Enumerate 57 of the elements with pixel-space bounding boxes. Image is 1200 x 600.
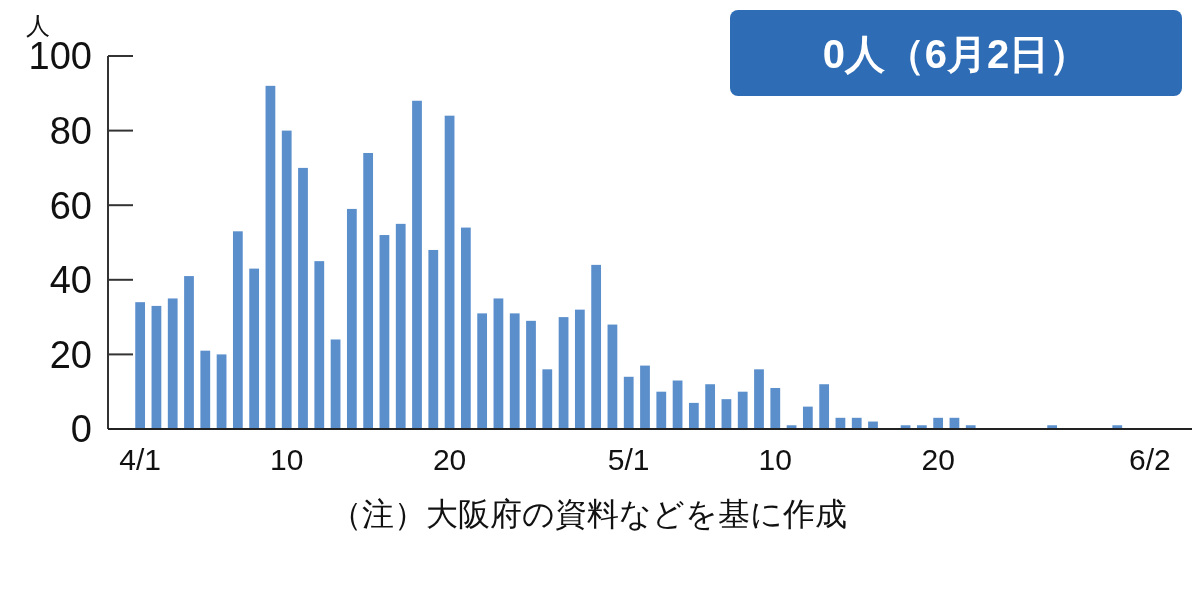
x-tick-label: 5/1 xyxy=(607,443,650,476)
bar xyxy=(656,391,667,429)
x-tick-label: 10 xyxy=(758,443,792,476)
bar xyxy=(574,309,585,429)
bar xyxy=(819,384,830,429)
bar xyxy=(802,406,813,429)
bar xyxy=(444,115,455,429)
bar xyxy=(232,231,243,429)
y-tick-label: 0 xyxy=(70,408,92,451)
bar xyxy=(460,227,471,429)
bar xyxy=(249,268,260,429)
bar xyxy=(428,249,439,429)
bar xyxy=(493,298,504,429)
bar xyxy=(640,365,650,429)
x-tick-label: 4/1 xyxy=(119,443,161,476)
bar xyxy=(542,369,553,429)
bar xyxy=(705,384,716,429)
bar xyxy=(770,387,781,429)
x-tick-label: 20 xyxy=(921,443,955,476)
bar xyxy=(851,417,862,429)
bar xyxy=(330,339,341,429)
bar xyxy=(167,298,178,429)
bar xyxy=(933,417,944,429)
bar xyxy=(363,152,374,429)
bar xyxy=(688,402,699,429)
y-axis-title: 人 xyxy=(26,12,50,39)
y-tick-label: 20 xyxy=(49,333,92,376)
bar xyxy=(379,235,390,429)
bar xyxy=(314,261,325,429)
bar xyxy=(184,276,194,429)
x-tick-label: 10 xyxy=(270,443,304,476)
bar xyxy=(623,376,634,429)
bar xyxy=(151,305,162,429)
annotation: 0人（6月2日） xyxy=(822,32,1090,76)
bar xyxy=(281,130,292,429)
bar xyxy=(265,85,276,429)
bar xyxy=(477,313,488,429)
bar xyxy=(591,264,602,429)
bar xyxy=(509,313,520,429)
bar xyxy=(200,350,211,429)
bar xyxy=(754,369,764,429)
bar xyxy=(526,320,536,429)
bar xyxy=(395,223,406,429)
bar xyxy=(298,167,308,429)
bar xyxy=(558,317,569,429)
y-tick-label: 80 xyxy=(49,109,92,152)
x-tick-label: 6/2 xyxy=(1129,443,1171,476)
bar xyxy=(412,100,422,429)
bar xyxy=(737,391,748,429)
bar xyxy=(346,208,357,429)
bar xyxy=(135,302,146,429)
y-tick-label: 60 xyxy=(49,184,92,227)
bar xyxy=(607,324,618,429)
bar xyxy=(216,354,227,429)
y-tick-label: 40 xyxy=(49,259,92,302)
x-tick-label: 20 xyxy=(432,443,467,476)
text: （注）大阪府の資料などを基に作成 xyxy=(329,496,847,532)
